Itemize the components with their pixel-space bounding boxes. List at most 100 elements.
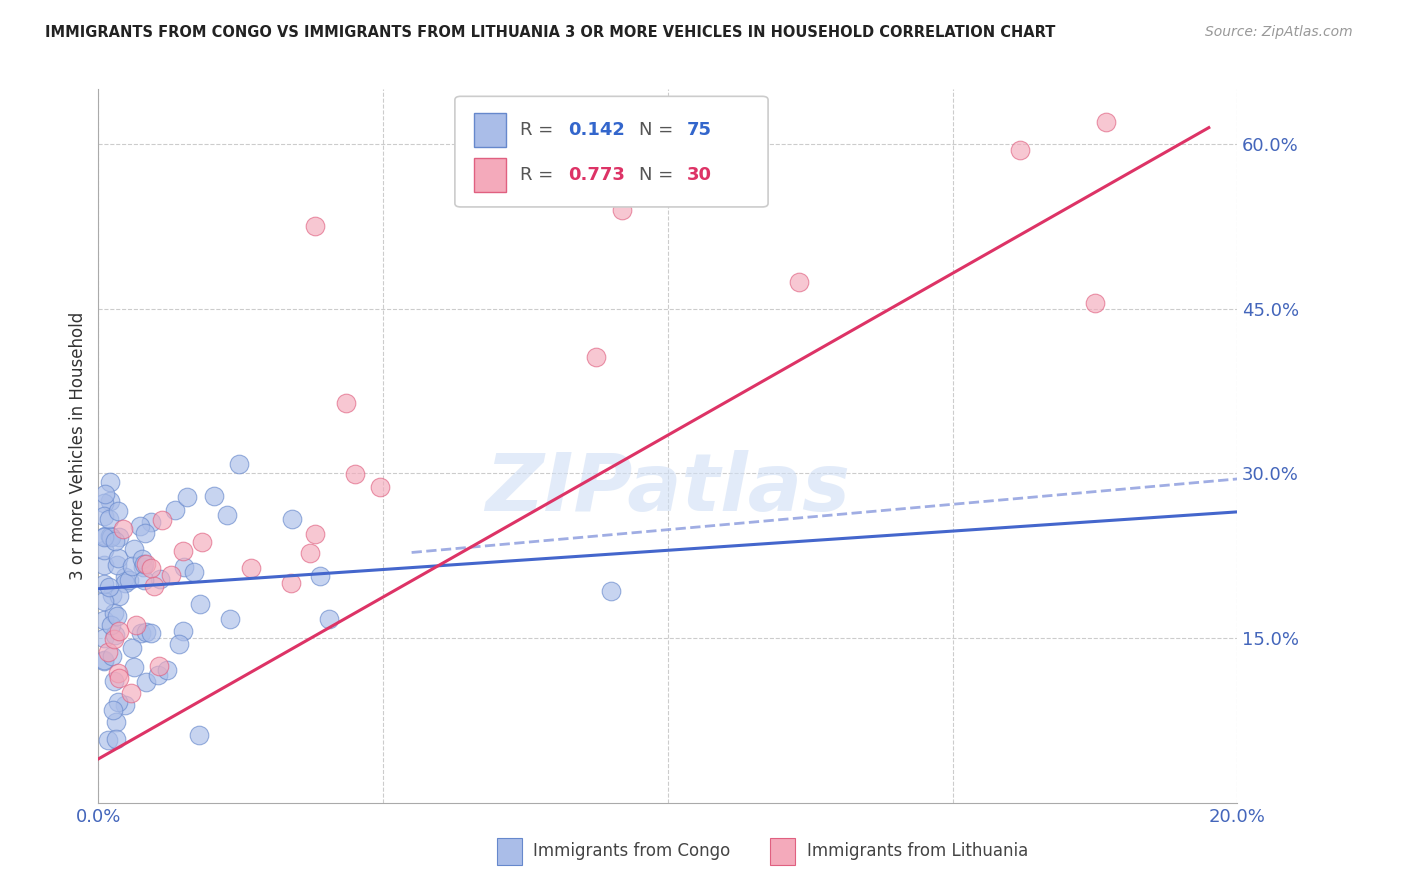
Point bbox=[107, 530, 129, 544]
Point bbox=[103, 632, 125, 646]
Point bbox=[93, 486, 115, 500]
Point bbox=[131, 626, 153, 640]
Point bbox=[585, 351, 607, 365]
Point bbox=[139, 626, 162, 640]
Point bbox=[309, 569, 332, 583]
Point bbox=[131, 552, 153, 566]
Point bbox=[160, 568, 183, 582]
Point bbox=[114, 698, 136, 712]
Point bbox=[335, 395, 357, 409]
Point bbox=[101, 588, 124, 602]
Point bbox=[188, 728, 211, 742]
Point bbox=[103, 606, 125, 620]
Point bbox=[93, 632, 115, 646]
Point bbox=[97, 645, 120, 659]
Point bbox=[304, 526, 326, 541]
Text: 0.142: 0.142 bbox=[568, 121, 624, 139]
Point bbox=[787, 275, 810, 289]
Point bbox=[98, 493, 121, 508]
Point bbox=[141, 515, 163, 529]
Point bbox=[173, 560, 195, 574]
Point bbox=[93, 653, 115, 667]
Point bbox=[121, 640, 143, 655]
FancyBboxPatch shape bbox=[474, 112, 506, 147]
Point bbox=[107, 665, 129, 680]
Point bbox=[132, 574, 155, 588]
Point bbox=[167, 637, 190, 651]
Text: R =: R = bbox=[520, 166, 558, 184]
Point bbox=[183, 565, 205, 579]
Point bbox=[612, 202, 634, 217]
Point bbox=[100, 530, 122, 544]
Point bbox=[104, 628, 127, 642]
Point bbox=[143, 579, 166, 593]
Point bbox=[107, 551, 129, 566]
Point bbox=[100, 617, 122, 632]
Point bbox=[93, 613, 115, 627]
Point bbox=[191, 535, 214, 549]
Point bbox=[280, 575, 302, 590]
Text: ZIPatlas: ZIPatlas bbox=[485, 450, 851, 528]
Point bbox=[105, 609, 128, 624]
Point bbox=[149, 572, 172, 586]
Point bbox=[120, 686, 142, 700]
Point bbox=[146, 667, 169, 681]
Point bbox=[93, 594, 115, 608]
Point bbox=[600, 584, 623, 599]
Point bbox=[111, 522, 134, 536]
Text: 30: 30 bbox=[688, 166, 713, 184]
Text: N =: N = bbox=[640, 166, 679, 184]
Text: 0.773: 0.773 bbox=[568, 166, 624, 184]
Point bbox=[240, 561, 263, 575]
Point bbox=[104, 715, 127, 730]
Point bbox=[105, 731, 128, 746]
Point bbox=[217, 508, 239, 523]
Point bbox=[1095, 115, 1118, 129]
Point bbox=[344, 467, 367, 482]
Point bbox=[98, 580, 121, 594]
Point bbox=[298, 545, 321, 559]
Point bbox=[121, 558, 143, 573]
Point bbox=[304, 219, 326, 234]
Point bbox=[218, 612, 240, 626]
Point bbox=[150, 513, 173, 527]
Text: Source: ZipAtlas.com: Source: ZipAtlas.com bbox=[1205, 25, 1353, 39]
Point bbox=[93, 577, 115, 591]
Point bbox=[176, 491, 198, 505]
Point bbox=[188, 598, 211, 612]
FancyBboxPatch shape bbox=[474, 158, 506, 192]
Point bbox=[129, 519, 152, 533]
Point bbox=[125, 618, 148, 632]
Point bbox=[93, 530, 115, 544]
Point bbox=[103, 673, 125, 688]
Point bbox=[148, 658, 170, 673]
Point bbox=[134, 525, 156, 540]
Point bbox=[134, 557, 156, 571]
Point bbox=[94, 529, 117, 543]
Text: N =: N = bbox=[640, 121, 679, 139]
Point bbox=[107, 504, 129, 518]
Point bbox=[97, 733, 120, 747]
Point bbox=[135, 624, 157, 639]
Point bbox=[173, 624, 195, 638]
Point bbox=[100, 475, 122, 490]
Point bbox=[114, 569, 136, 583]
Point bbox=[93, 558, 115, 572]
Text: 75: 75 bbox=[688, 121, 713, 139]
Point bbox=[93, 496, 115, 510]
Point bbox=[107, 695, 129, 709]
Point bbox=[139, 561, 162, 575]
Point bbox=[280, 512, 302, 526]
Text: Immigrants from Lithuania: Immigrants from Lithuania bbox=[807, 842, 1028, 860]
Point bbox=[156, 663, 179, 677]
Point bbox=[93, 654, 115, 668]
Point bbox=[118, 573, 141, 587]
Point bbox=[108, 589, 131, 603]
Y-axis label: 3 or more Vehicles in Household: 3 or more Vehicles in Household bbox=[69, 312, 87, 580]
Point bbox=[108, 624, 131, 639]
Text: IMMIGRANTS FROM CONGO VS IMMIGRANTS FROM LITHUANIA 3 OR MORE VEHICLES IN HOUSEHO: IMMIGRANTS FROM CONGO VS IMMIGRANTS FROM… bbox=[45, 25, 1056, 40]
Point bbox=[101, 648, 124, 663]
Point bbox=[104, 534, 127, 549]
Point bbox=[165, 502, 187, 516]
Point bbox=[202, 489, 225, 503]
